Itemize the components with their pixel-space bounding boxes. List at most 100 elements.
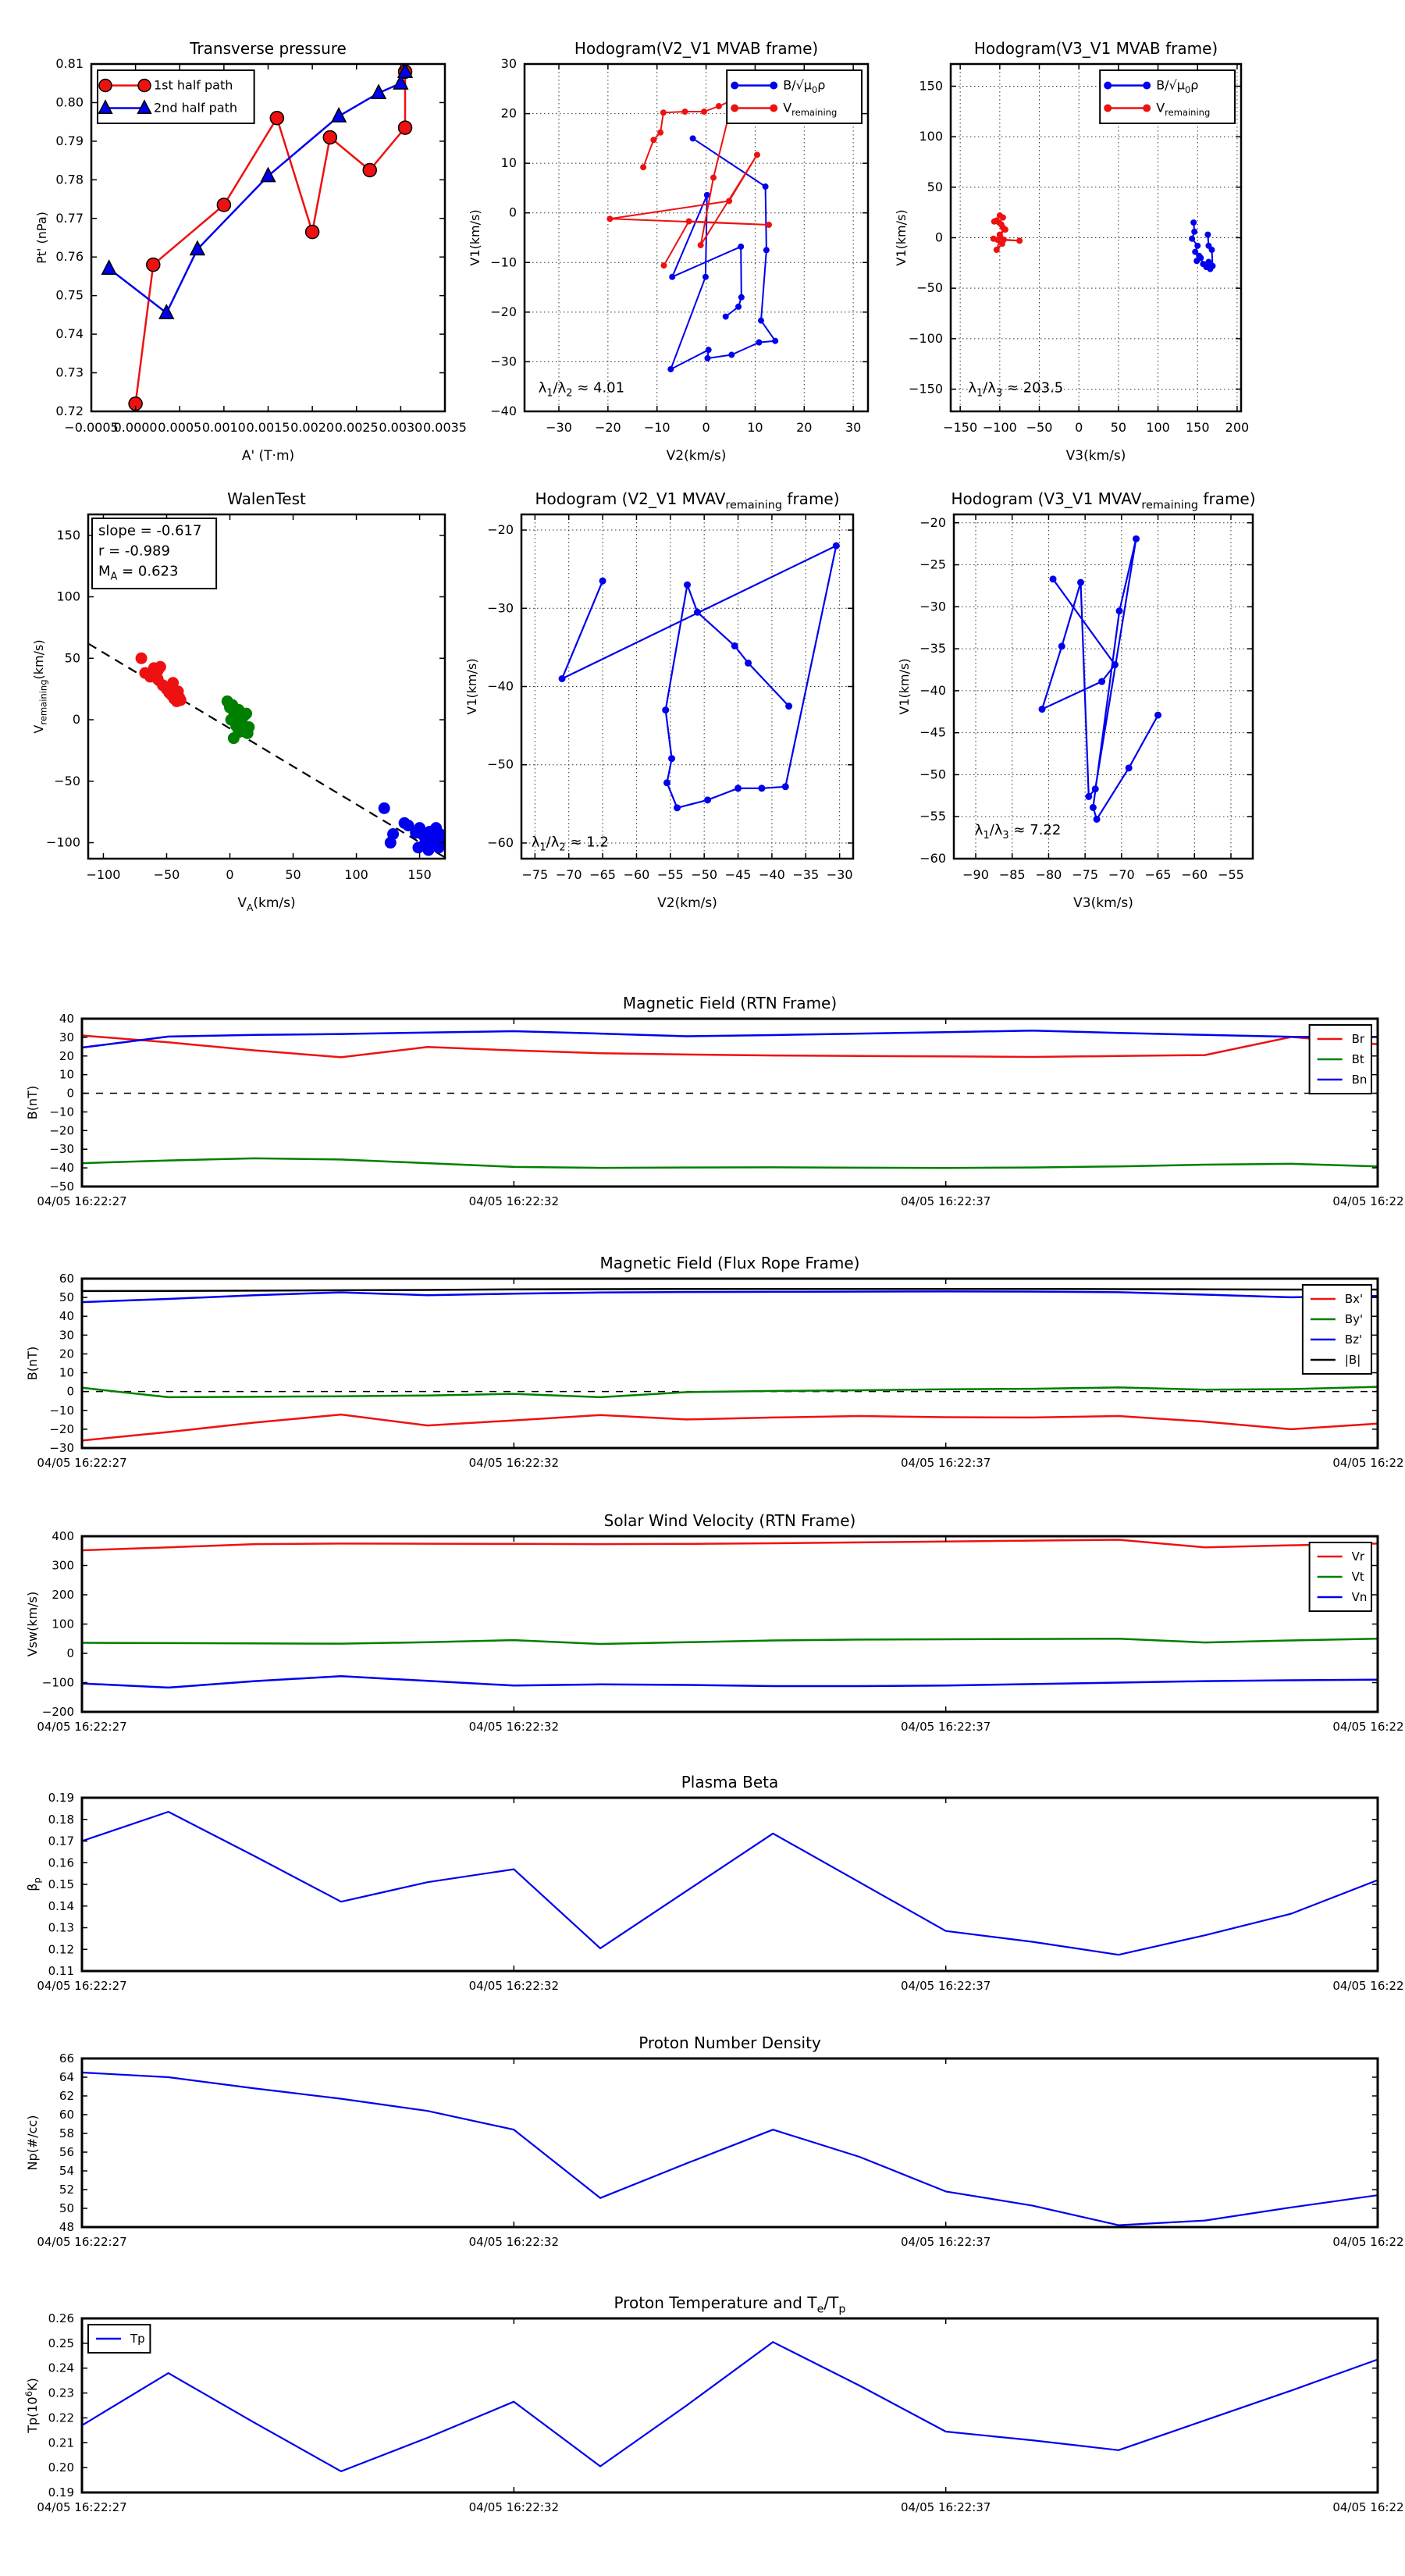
svg-text:0.19: 0.19 xyxy=(48,1791,74,1805)
svg-text:−10: −10 xyxy=(49,1105,74,1119)
svg-text:58: 58 xyxy=(59,2126,74,2140)
svg-text:30: 30 xyxy=(59,1030,74,1044)
svg-text:−60: −60 xyxy=(1181,867,1208,882)
hodogram-v3v1-mvab-plot: −150 −100 −50 0 50 100 150 200 −150 −100 −50 0 50 100… xyxy=(894,39,1249,464)
svg-text:20: 20 xyxy=(59,1347,74,1361)
svg-text:10: 10 xyxy=(59,1068,74,1082)
svg-text:−25: −25 xyxy=(919,557,946,572)
svg-text:−40: −40 xyxy=(490,404,517,418)
svg-text:20: 20 xyxy=(59,1049,74,1063)
svg-text:64: 64 xyxy=(59,2070,74,2084)
svg-text:Vsw(km/s): Vsw(km/s) xyxy=(25,1592,40,1656)
svg-text:0.23: 0.23 xyxy=(48,2386,74,2400)
svg-text:−75: −75 xyxy=(521,867,548,882)
svg-text:0: 0 xyxy=(66,1087,74,1101)
svg-text:04/05 16:22:42: 04/05 16:22:42 xyxy=(1332,2500,1405,2514)
svg-text:Magnetic Field (Flux Rope Fram: Magnetic Field (Flux Rope Frame) xyxy=(600,1254,860,1272)
svg-text:−60: −60 xyxy=(487,835,514,850)
svg-text:−50: −50 xyxy=(487,757,514,772)
svg-text:0.0010: 0.0010 xyxy=(202,420,246,435)
svg-text:10: 10 xyxy=(59,1366,74,1380)
svg-text:−20: −20 xyxy=(49,1123,74,1137)
svg-text:λ1/λ3 ≈ 7.22: λ1/λ3 ≈ 7.22 xyxy=(975,822,1061,841)
svg-text:04/05 16:22:37: 04/05 16:22:37 xyxy=(901,2235,991,2249)
svg-text:0.0030: 0.0030 xyxy=(379,420,422,435)
svg-text:04/05 16:22:37: 04/05 16:22:37 xyxy=(901,2500,991,2514)
svg-text:−65: −65 xyxy=(589,867,616,882)
svg-text:−50: −50 xyxy=(54,774,80,788)
svg-text:V3(km/s): V3(km/s) xyxy=(1066,448,1126,464)
svg-text:Proton Temperature and Te/Tp: Proton Temperature and Te/Tp xyxy=(614,2293,845,2316)
svg-text:300: 300 xyxy=(52,1559,74,1573)
svg-text:V1(km/s): V1(km/s) xyxy=(464,658,479,714)
svg-text:Bx': Bx' xyxy=(1345,1292,1363,1306)
svg-text:100: 100 xyxy=(344,867,368,882)
svg-text:0.12: 0.12 xyxy=(48,1942,74,1956)
svg-text:V1(km/s): V1(km/s) xyxy=(894,209,909,265)
svg-text:04/05 16:22:27: 04/05 16:22:27 xyxy=(37,1720,126,1734)
svg-text:48: 48 xyxy=(59,2220,74,2234)
svg-text:−40: −40 xyxy=(919,683,946,698)
svg-text:0: 0 xyxy=(66,1385,74,1399)
svg-text:1st half path: 1st half path xyxy=(154,78,233,93)
svg-text:400: 400 xyxy=(52,1529,74,1543)
svg-text:Plasma Beta: Plasma Beta xyxy=(681,1773,779,1791)
svg-text:−90: −90 xyxy=(962,867,989,882)
svg-text:04/05 16:22:32: 04/05 16:22:32 xyxy=(469,2500,559,2514)
svg-text:Proton Number Density: Proton Number Density xyxy=(638,2033,821,2052)
svg-text:60: 60 xyxy=(59,1272,74,1286)
svg-text:04/05 16:22:42: 04/05 16:22:42 xyxy=(1332,2235,1405,2249)
svg-text:0: 0 xyxy=(702,420,710,435)
b-rtn-plot: 04/05 16:22:27 04/05 16:22:32 04/05 16:22:… xyxy=(25,994,1405,1208)
svg-text:−35: −35 xyxy=(792,867,819,882)
svg-text:−50: −50 xyxy=(691,867,717,882)
svg-text:0.11: 0.11 xyxy=(48,1964,74,1978)
svg-text:50: 50 xyxy=(285,867,301,882)
svg-text:−30: −30 xyxy=(919,599,946,614)
svg-text:04/05 16:22:27: 04/05 16:22:27 xyxy=(37,1194,126,1208)
svg-text:100: 100 xyxy=(56,589,80,604)
svg-text:10: 10 xyxy=(747,420,763,435)
svg-text:−30: −30 xyxy=(49,1441,74,1455)
svg-text:|B|: |B| xyxy=(1345,1353,1361,1367)
svg-text:−150: −150 xyxy=(943,420,977,435)
svg-text:10: 10 xyxy=(501,155,517,170)
svg-text:52: 52 xyxy=(59,2183,74,2197)
svg-text:−20: −20 xyxy=(919,515,946,530)
svg-text:Hodogram(V3_V1 MVAB frame): Hodogram(V3_V1 MVAB frame) xyxy=(974,39,1218,58)
svg-text:βp: βp xyxy=(25,1877,42,1891)
svg-text:−150: −150 xyxy=(909,382,943,397)
svg-text:−50: −50 xyxy=(154,867,180,882)
svg-text:30: 30 xyxy=(59,1328,74,1342)
svg-text:Vr: Vr xyxy=(1352,1550,1365,1564)
svg-text:−30: −30 xyxy=(490,354,517,368)
svg-text:V1(km/s): V1(km/s) xyxy=(897,658,912,714)
svg-text:−100: −100 xyxy=(909,331,943,346)
svg-text:100: 100 xyxy=(919,129,943,144)
svg-text:−30: −30 xyxy=(487,600,514,615)
svg-text:0: 0 xyxy=(1075,420,1083,435)
svg-text:50: 50 xyxy=(1111,420,1126,435)
svg-text:Vremaining(km/s): Vremaining(km/s) xyxy=(31,639,48,733)
svg-text:0: 0 xyxy=(226,867,233,882)
svg-text:0.73: 0.73 xyxy=(55,365,84,380)
svg-text:150: 150 xyxy=(56,528,80,543)
svg-text:−55: −55 xyxy=(1218,867,1244,882)
svg-text:λ1/λ2 ≈ 1.2: λ1/λ2 ≈ 1.2 xyxy=(532,834,609,854)
svg-text:slope = -0.617: slope = -0.617 xyxy=(98,522,201,539)
svg-text:50: 50 xyxy=(927,180,943,194)
svg-text:150: 150 xyxy=(1186,420,1210,435)
svg-text:0: 0 xyxy=(509,205,517,220)
walen-test-plot: −100 −50 0 50 100 150 −100 −50 0 50 100 150 WalenTes… xyxy=(31,489,446,913)
svg-text:50: 50 xyxy=(59,1290,74,1304)
svg-text:−65: −65 xyxy=(1145,867,1172,882)
svg-text:Bn: Bn xyxy=(1352,1073,1368,1087)
svg-text:−50: −50 xyxy=(1026,420,1053,435)
svg-text:−100: −100 xyxy=(86,867,120,882)
svg-text:Magnetic Field (RTN Frame): Magnetic Field (RTN Frame) xyxy=(623,994,837,1012)
svg-text:Bt: Bt xyxy=(1352,1052,1364,1066)
svg-text:0.80: 0.80 xyxy=(55,94,84,109)
svg-text:0.81: 0.81 xyxy=(55,56,84,71)
svg-text:0.0035: 0.0035 xyxy=(423,420,467,435)
